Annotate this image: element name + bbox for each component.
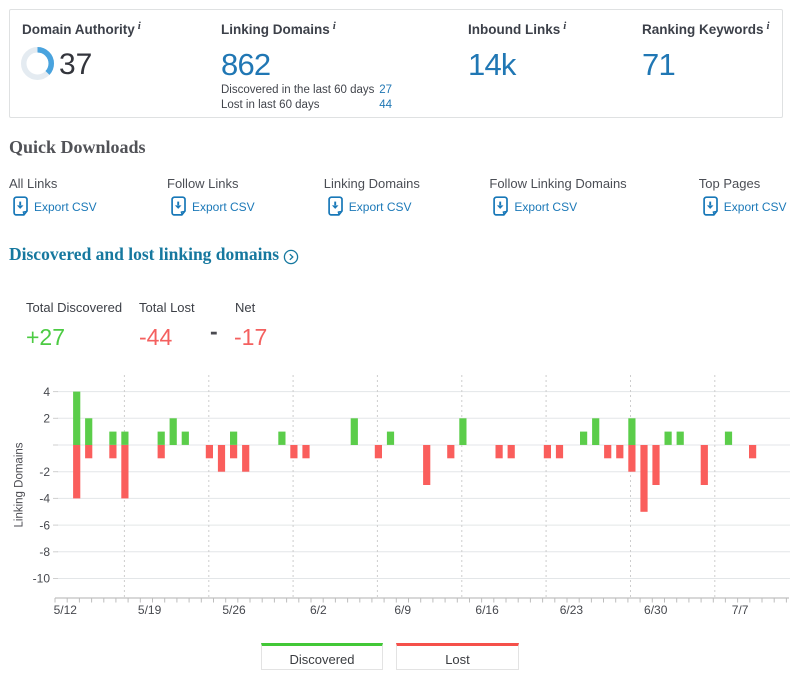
svg-text:5/26: 5/26: [222, 603, 246, 617]
svg-text:6/23: 6/23: [560, 603, 584, 617]
svg-text:-2: -2: [39, 465, 50, 479]
svg-text:-8: -8: [39, 545, 50, 559]
svg-text:6/9: 6/9: [394, 603, 411, 617]
svg-text:2: 2: [43, 412, 50, 426]
svg-text:6/16: 6/16: [475, 603, 499, 617]
svg-text:-6: -6: [39, 518, 50, 532]
svg-text:Linking Domains: Linking Domains: [14, 442, 26, 527]
svg-text:6/2: 6/2: [310, 603, 327, 617]
svg-text:-10: -10: [33, 572, 51, 586]
svg-text:4: 4: [43, 385, 50, 399]
svg-text:5/19: 5/19: [138, 603, 162, 617]
svg-text:7/7: 7/7: [732, 603, 749, 617]
svg-text:-4: -4: [39, 492, 50, 506]
svg-text:6/30: 6/30: [644, 603, 668, 617]
svg-text:5/12: 5/12: [54, 603, 78, 617]
